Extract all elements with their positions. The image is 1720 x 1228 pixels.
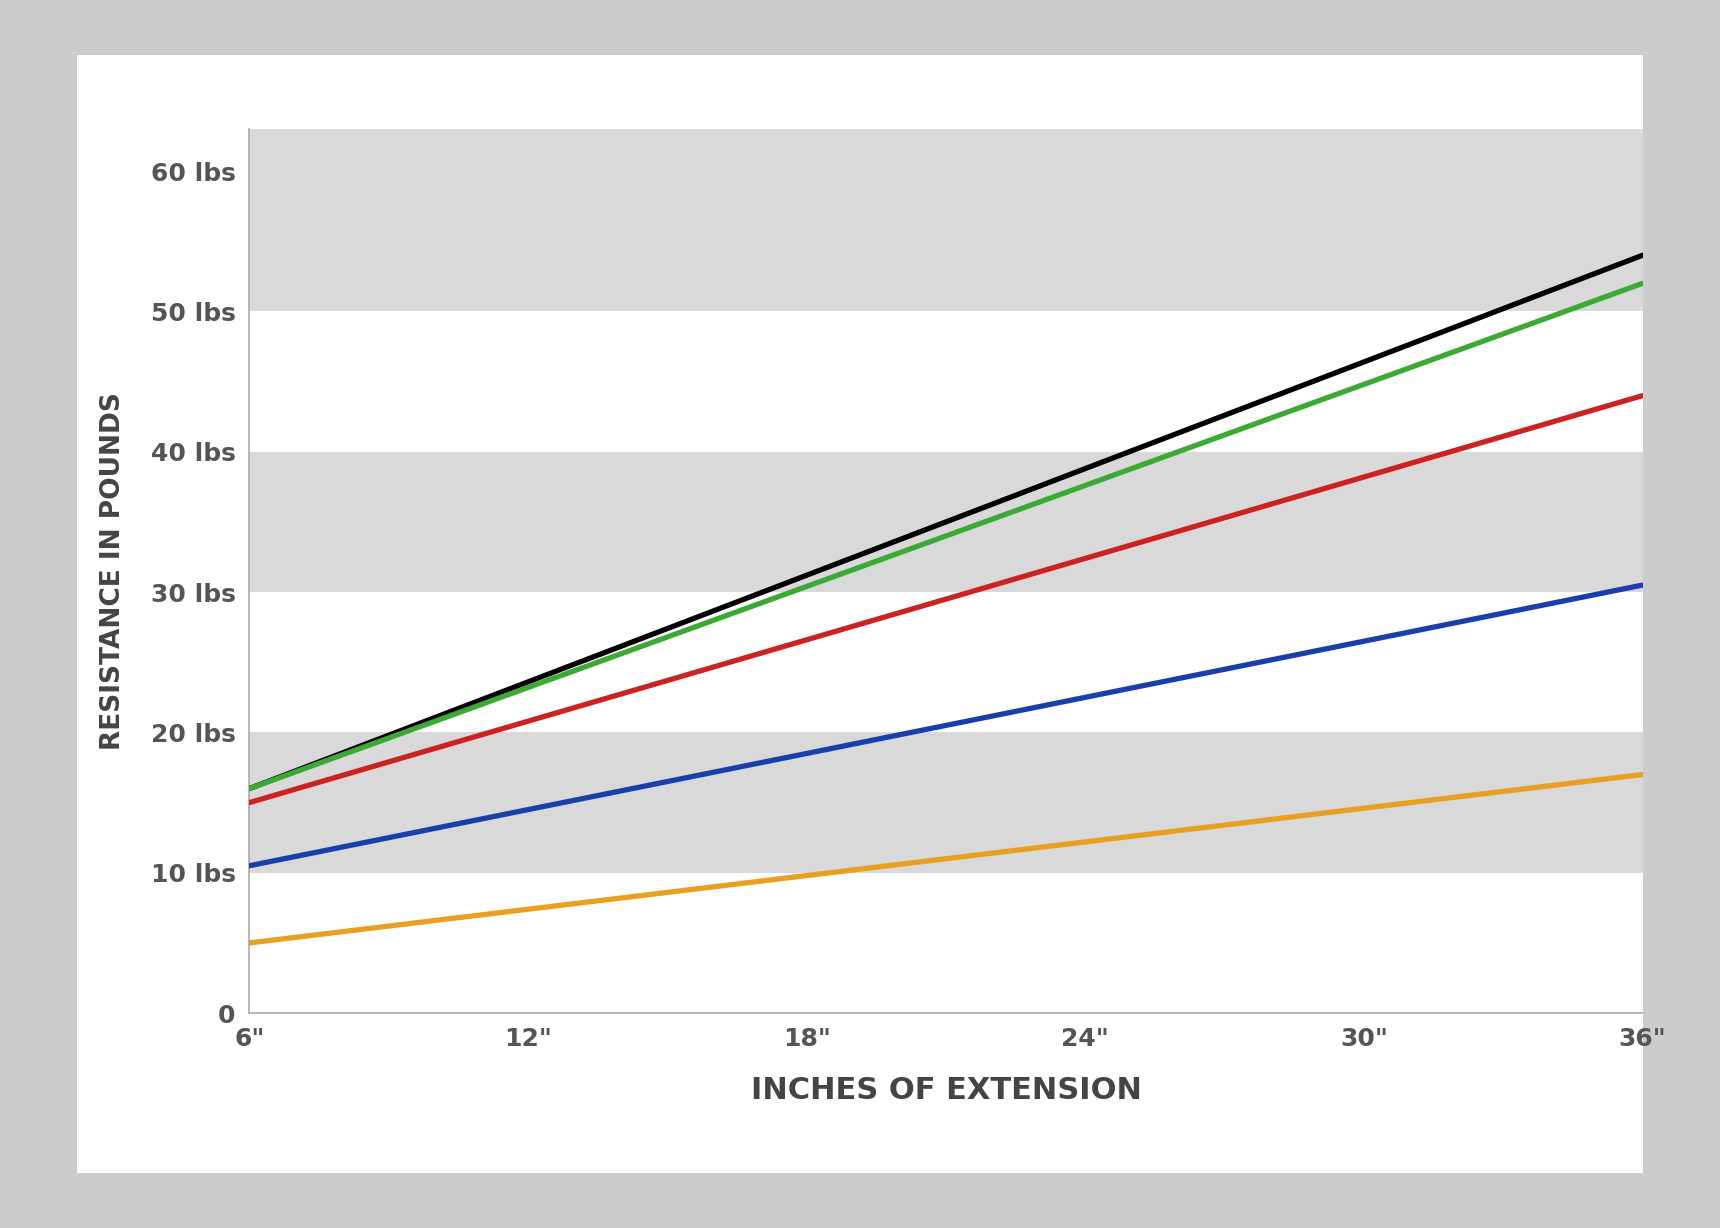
Bar: [249, 312, 1643, 452]
Bar: [249, 732, 1643, 873]
Bar: [249, 873, 1643, 1013]
Y-axis label: RESISTANCE IN POUNDS: RESISTANCE IN POUNDS: [100, 392, 126, 750]
Bar: [249, 592, 1643, 732]
X-axis label: INCHES OF EXTENSION: INCHES OF EXTENSION: [750, 1076, 1142, 1105]
Bar: [249, 129, 1643, 312]
Bar: [249, 452, 1643, 592]
